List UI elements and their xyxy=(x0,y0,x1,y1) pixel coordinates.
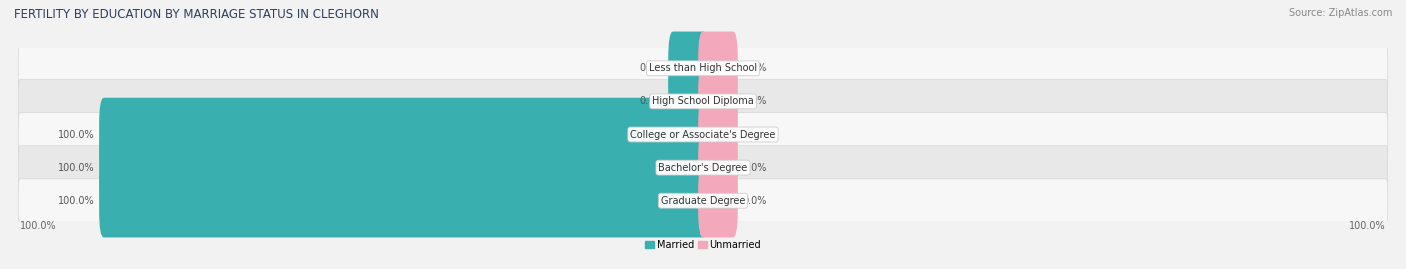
Text: 100.0%: 100.0% xyxy=(1350,221,1386,231)
FancyBboxPatch shape xyxy=(699,131,738,204)
Text: 0.0%: 0.0% xyxy=(742,96,766,107)
Text: 0.0%: 0.0% xyxy=(640,63,664,73)
FancyBboxPatch shape xyxy=(18,113,1388,156)
Text: 100.0%: 100.0% xyxy=(58,196,96,206)
Text: 0.0%: 0.0% xyxy=(742,129,766,140)
Text: 100.0%: 100.0% xyxy=(58,129,96,140)
FancyBboxPatch shape xyxy=(100,131,707,204)
FancyBboxPatch shape xyxy=(699,31,738,105)
Text: High School Diploma: High School Diploma xyxy=(652,96,754,107)
FancyBboxPatch shape xyxy=(668,65,707,138)
Text: Source: ZipAtlas.com: Source: ZipAtlas.com xyxy=(1288,8,1392,18)
Legend: Married, Unmarried: Married, Unmarried xyxy=(641,236,765,254)
Text: 0.0%: 0.0% xyxy=(742,196,766,206)
FancyBboxPatch shape xyxy=(18,80,1388,123)
FancyBboxPatch shape xyxy=(100,164,707,238)
Text: Bachelor's Degree: Bachelor's Degree xyxy=(658,162,748,173)
Text: 0.0%: 0.0% xyxy=(640,96,664,107)
FancyBboxPatch shape xyxy=(18,179,1388,222)
FancyBboxPatch shape xyxy=(668,31,707,105)
FancyBboxPatch shape xyxy=(18,146,1388,189)
FancyBboxPatch shape xyxy=(18,47,1388,90)
Text: 0.0%: 0.0% xyxy=(742,162,766,173)
FancyBboxPatch shape xyxy=(699,98,738,171)
Text: 100.0%: 100.0% xyxy=(58,162,96,173)
Text: College or Associate's Degree: College or Associate's Degree xyxy=(630,129,776,140)
Text: FERTILITY BY EDUCATION BY MARRIAGE STATUS IN CLEGHORN: FERTILITY BY EDUCATION BY MARRIAGE STATU… xyxy=(14,8,380,21)
Text: 100.0%: 100.0% xyxy=(20,221,56,231)
FancyBboxPatch shape xyxy=(699,65,738,138)
Text: 0.0%: 0.0% xyxy=(742,63,766,73)
FancyBboxPatch shape xyxy=(100,98,707,171)
Text: Graduate Degree: Graduate Degree xyxy=(661,196,745,206)
Text: Less than High School: Less than High School xyxy=(650,63,756,73)
FancyBboxPatch shape xyxy=(699,164,738,238)
